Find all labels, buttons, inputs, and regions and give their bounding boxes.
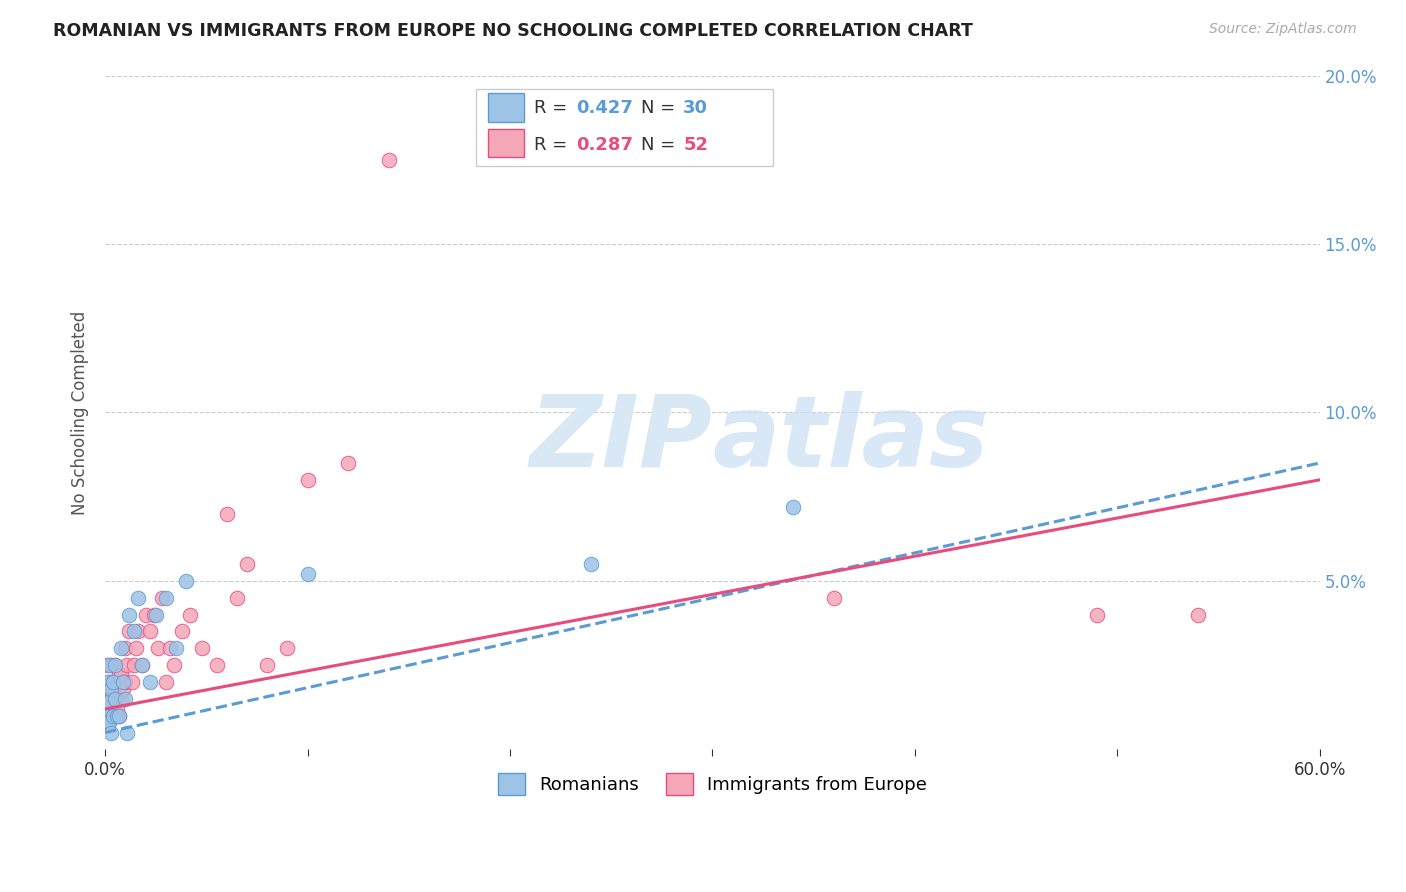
Point: [155, 675, 177, 690]
Point: [112, 675, 135, 690]
Point: [124, 641, 146, 656]
Point: [104, 691, 127, 706]
Point: [138, 624, 162, 639]
Text: 52: 52: [683, 136, 709, 153]
Point: [100, 675, 122, 690]
Text: R =: R =: [534, 136, 572, 153]
Point: [165, 641, 187, 656]
Point: [163, 658, 186, 673]
Point: [191, 641, 214, 656]
Point: [100, 658, 122, 673]
Point: [823, 591, 845, 605]
Point: [297, 473, 319, 487]
Point: [100, 725, 122, 739]
Text: R =: R =: [534, 99, 572, 118]
Text: 0.427: 0.427: [576, 99, 633, 118]
Point: [122, 658, 145, 673]
Point: [172, 624, 194, 639]
Point: [105, 708, 128, 723]
Point: [138, 675, 162, 690]
Point: [127, 624, 149, 639]
Point: [1085, 607, 1108, 622]
Point: [127, 591, 149, 605]
Point: [131, 658, 153, 673]
Point: [104, 658, 127, 673]
Point: [98, 715, 121, 730]
Point: [100, 681, 122, 696]
Text: 30: 30: [683, 99, 709, 118]
Point: [215, 507, 238, 521]
Point: [155, 591, 177, 605]
Point: [236, 557, 259, 571]
Text: 0.287: 0.287: [576, 136, 633, 153]
Point: [150, 591, 173, 605]
Point: [131, 658, 153, 673]
Point: [205, 658, 228, 673]
Point: [174, 574, 197, 588]
Point: [108, 708, 131, 723]
Point: [114, 641, 136, 656]
Text: N =: N =: [641, 136, 681, 153]
Point: [118, 624, 141, 639]
Point: [96, 708, 118, 723]
Point: [96, 702, 118, 716]
Legend: Romanians, Immigrants from Europe: Romanians, Immigrants from Europe: [488, 764, 936, 805]
Point: [112, 681, 135, 696]
Point: [225, 591, 247, 605]
Point: [117, 725, 139, 739]
Point: [98, 715, 121, 730]
Point: [96, 681, 118, 696]
Point: [108, 668, 131, 682]
Point: [110, 668, 132, 682]
Point: [146, 641, 169, 656]
Point: [117, 658, 139, 673]
Point: [1187, 607, 1209, 622]
Text: ROMANIAN VS IMMIGRANTS FROM EUROPE NO SCHOOLING COMPLETED CORRELATION CHART: ROMANIAN VS IMMIGRANTS FROM EUROPE NO SC…: [53, 22, 973, 40]
Point: [103, 675, 125, 690]
Point: [142, 607, 165, 622]
Point: [96, 658, 118, 673]
Point: [105, 675, 128, 690]
Point: [103, 708, 125, 723]
Point: [98, 702, 121, 716]
Y-axis label: No Schooling Completed: No Schooling Completed: [72, 310, 89, 515]
Point: [110, 691, 132, 706]
Point: [297, 567, 319, 582]
Point: [337, 456, 360, 470]
Point: [103, 681, 125, 696]
Point: [96, 675, 118, 690]
Text: ZIP: ZIP: [530, 391, 713, 488]
Point: [145, 607, 167, 622]
Point: [276, 641, 298, 656]
Text: atlas: atlas: [713, 391, 988, 488]
Point: [100, 691, 122, 706]
Text: Source: ZipAtlas.com: Source: ZipAtlas.com: [1209, 22, 1357, 37]
Point: [377, 153, 399, 167]
Point: [98, 675, 121, 690]
Point: [114, 691, 136, 706]
FancyBboxPatch shape: [488, 94, 524, 121]
Point: [159, 641, 181, 656]
Point: [256, 658, 278, 673]
Point: [96, 715, 118, 730]
Point: [98, 695, 121, 709]
Point: [179, 607, 201, 622]
Point: [104, 658, 127, 673]
FancyBboxPatch shape: [488, 128, 524, 157]
Point: [104, 691, 127, 706]
Point: [98, 658, 121, 673]
Point: [122, 624, 145, 639]
Point: [135, 607, 157, 622]
Point: [110, 641, 132, 656]
Point: [782, 500, 804, 514]
Point: [579, 557, 602, 571]
Point: [114, 675, 136, 690]
Point: [118, 607, 141, 622]
Point: [108, 708, 131, 723]
Point: [121, 675, 143, 690]
Text: N =: N =: [641, 99, 681, 118]
FancyBboxPatch shape: [475, 89, 773, 167]
Point: [105, 702, 128, 716]
Point: [103, 708, 125, 723]
